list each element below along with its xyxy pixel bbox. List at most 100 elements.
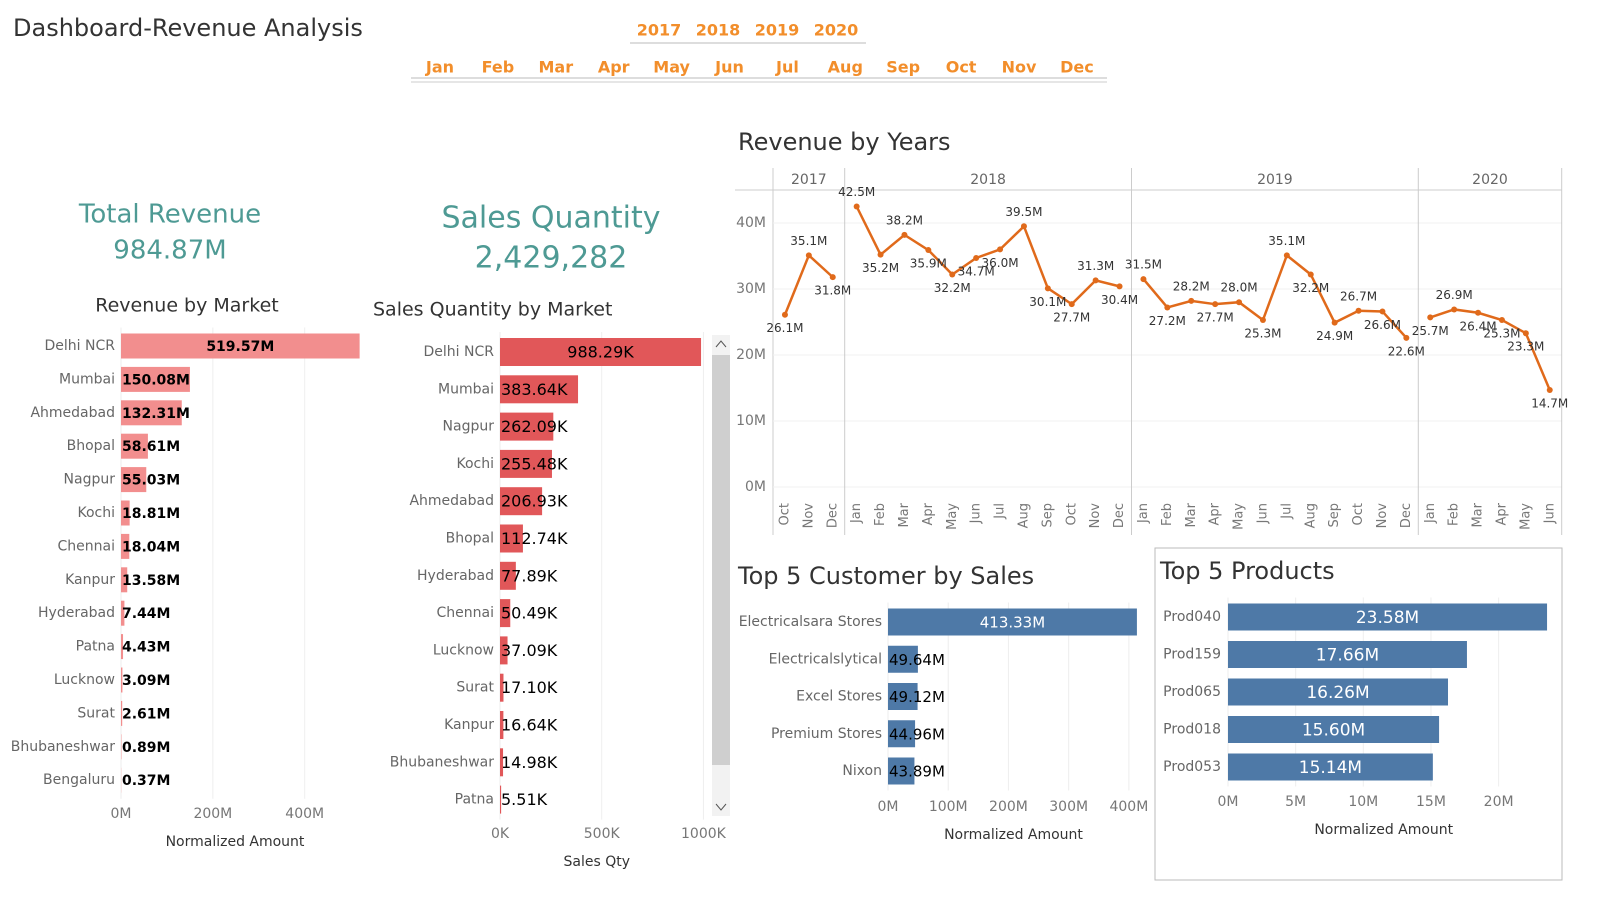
value-label: 27.7M xyxy=(1197,311,1234,325)
bar xyxy=(121,333,360,359)
month-filter[interactable]: Feb xyxy=(482,58,515,77)
value-label: 3.09M xyxy=(122,673,170,689)
x-tick-label: Apr xyxy=(1208,502,1223,525)
year-filter[interactable]: 2019 xyxy=(755,21,800,40)
x-tick-label: Jan xyxy=(1423,503,1438,524)
point xyxy=(1116,283,1123,290)
category-label: Kochi xyxy=(77,505,115,521)
value-label: 13.58M xyxy=(122,573,180,589)
category-label: Lucknow xyxy=(54,672,115,688)
chart-title: Revenue by Market xyxy=(95,295,278,317)
y-tick-label: 40M xyxy=(736,215,766,231)
point xyxy=(1475,309,1482,316)
category-label: Ahmedabad xyxy=(409,493,494,509)
bar xyxy=(121,667,123,693)
x-tick-label: Feb xyxy=(1160,503,1175,526)
month-filter[interactable]: May xyxy=(653,58,690,77)
panel-label: 2020 xyxy=(1472,172,1508,188)
x-tick-label: 500K xyxy=(584,826,621,842)
line xyxy=(855,205,1120,306)
axis-title: Normalized Amount xyxy=(944,827,1083,843)
scroll-arrows[interactable] xyxy=(715,340,727,811)
point xyxy=(853,203,860,210)
bar xyxy=(500,785,502,814)
bar xyxy=(121,467,147,493)
category-label: Surat xyxy=(77,705,115,721)
value-label: 383.64K xyxy=(501,380,568,399)
value-label: 42.5M xyxy=(838,185,875,199)
point xyxy=(1522,330,1529,337)
value-label: 14.98K xyxy=(501,753,558,772)
bar xyxy=(500,375,579,404)
value-label: 0.37M xyxy=(122,773,170,789)
month-filter[interactable]: Apr xyxy=(598,58,630,77)
value-label: 26.1M xyxy=(766,321,803,335)
year-filter[interactable]: 2020 xyxy=(814,21,859,40)
axis-title: Sales Qty xyxy=(564,854,631,870)
bar xyxy=(121,634,124,660)
category-label: Bhubaneshwar xyxy=(390,754,494,770)
bar xyxy=(121,567,128,593)
month-filter[interactable]: Jun xyxy=(714,58,744,77)
year-filter[interactable]: 2017 xyxy=(637,21,682,40)
month-filter[interactable]: Jan xyxy=(425,58,454,77)
bar xyxy=(121,433,148,459)
bar xyxy=(1228,678,1449,706)
month-filter[interactable]: Mar xyxy=(538,58,573,77)
bar xyxy=(888,720,916,748)
value-label: 26.6M xyxy=(1364,318,1401,332)
value-label: 23.3M xyxy=(1507,340,1544,354)
axis-title: Normalized Amount xyxy=(166,834,305,850)
bar xyxy=(500,561,516,590)
value-label: 36.0M xyxy=(982,256,1019,270)
month-filter[interactable]: Sep xyxy=(886,58,920,77)
x-tick-label: 5M xyxy=(1285,794,1306,810)
point xyxy=(1403,334,1410,341)
value-label: 23.58M xyxy=(1356,608,1419,628)
bar xyxy=(121,400,182,426)
category-label: Mumbai xyxy=(438,381,494,397)
point xyxy=(1259,317,1266,324)
value-label: 58.61M xyxy=(122,439,180,455)
x-tick-label: Nov xyxy=(1375,503,1390,529)
value-label: 5.51K xyxy=(501,790,548,809)
bar xyxy=(500,524,523,553)
kpi-label: Total Revenue xyxy=(78,200,261,230)
y-tick-label: 20M xyxy=(736,347,766,363)
value-label: 22.6M xyxy=(1388,344,1425,358)
point xyxy=(1188,297,1195,304)
month-filter[interactable]: Nov xyxy=(1002,58,1037,77)
line xyxy=(1142,253,1408,339)
point xyxy=(1044,285,1051,292)
point xyxy=(1427,314,1434,321)
value-label: 34.7M xyxy=(958,264,995,278)
category-label: Bhubaneshwar xyxy=(11,739,115,755)
value-label: 38.2M xyxy=(886,213,923,227)
x-tick-label: 1000K xyxy=(681,826,727,842)
month-filter[interactable]: Oct xyxy=(946,58,977,77)
panel-label: 2018 xyxy=(970,172,1006,188)
value-label: 31.5M xyxy=(1125,258,1162,272)
year-filter[interactable]: 2018 xyxy=(696,21,741,40)
month-filter[interactable]: Aug xyxy=(828,58,863,77)
category-label: Chennai xyxy=(58,538,115,554)
category-label: Hyderabad xyxy=(417,568,494,584)
x-tick-label: 10M xyxy=(1348,794,1378,810)
value-label: 32.2M xyxy=(1292,281,1329,295)
point xyxy=(1355,307,1362,314)
value-label: 44.96M xyxy=(889,725,945,743)
bar xyxy=(500,449,552,478)
point xyxy=(1236,299,1243,306)
category-label: Patna xyxy=(76,639,115,655)
value-label: 519.57M xyxy=(206,339,274,355)
month-filter[interactable]: Dec xyxy=(1060,58,1094,77)
month-filter[interactable]: Jul xyxy=(775,58,799,77)
scrollbar-thumb[interactable] xyxy=(712,355,730,765)
value-label: 255.48K xyxy=(501,454,568,473)
x-tick-label: 200M xyxy=(989,799,1028,815)
category-label: Excel Stores xyxy=(796,689,882,705)
x-tick-label: Mar xyxy=(1184,502,1199,527)
category-label: Prod053 xyxy=(1163,759,1221,775)
value-label: 26.4M xyxy=(1460,319,1497,333)
